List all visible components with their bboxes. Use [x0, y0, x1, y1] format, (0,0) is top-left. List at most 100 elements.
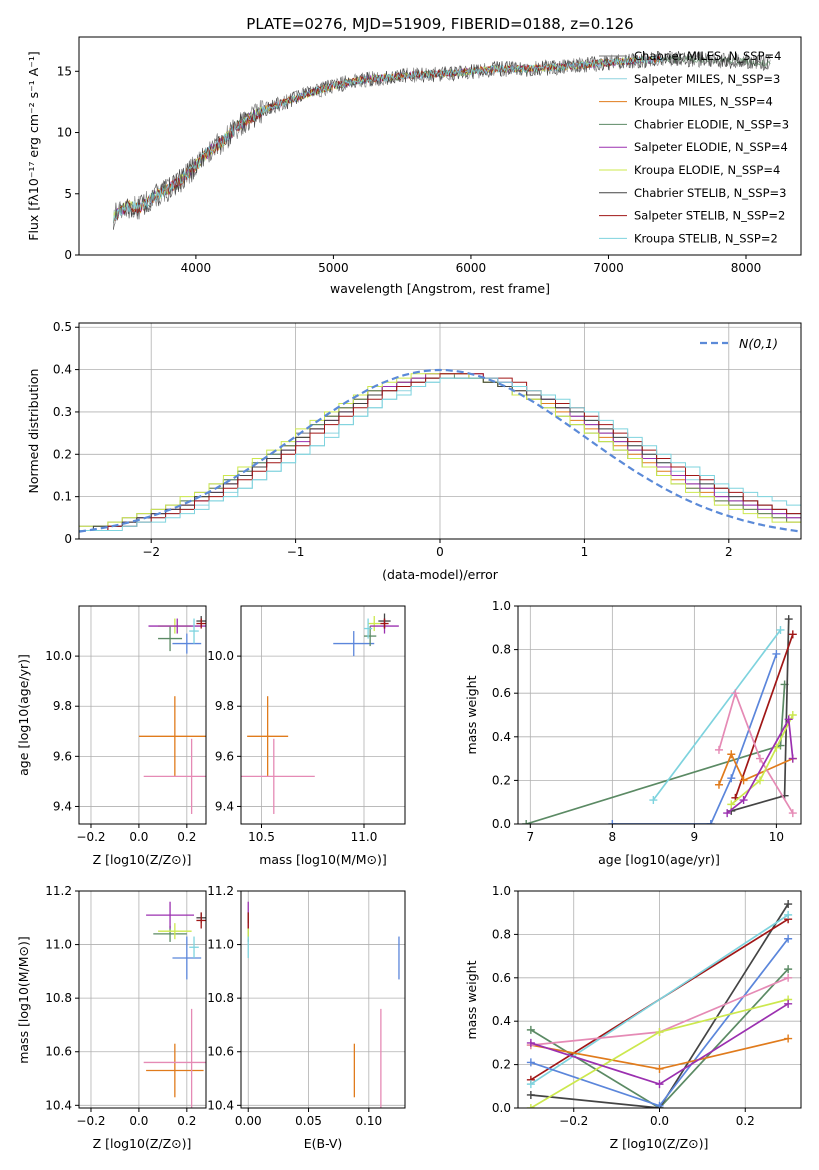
plus-marker	[526, 1080, 535, 1089]
x-tick-label: 0.10	[355, 1114, 382, 1128]
x-tick-label: −0.2	[559, 1114, 588, 1128]
y-tick-label: 0.4	[492, 1014, 511, 1028]
x-tick-label: 0.0	[650, 1114, 669, 1128]
panel-Z-age: −0.2 0.0 0.2 9.4 9.6 9.8 10.0 Z [log10(Z/Z⊙)] ag…	[16, 605, 207, 867]
x-tick-label: 1	[581, 545, 589, 559]
x-tick-label: 0.2	[177, 830, 196, 844]
plus-marker	[788, 809, 797, 818]
axes-frame	[240, 605, 406, 825]
plus-marker	[784, 999, 793, 1008]
mass-weight-line	[530, 903, 789, 1108]
y-tick-label: 0.6	[492, 971, 511, 985]
y-tick-label: 10.8	[207, 991, 234, 1005]
x-axis-label: Z [log10(Z/Z⊙)]	[93, 852, 192, 867]
plus-marker	[655, 1028, 664, 1037]
y-tick-label: 0.6	[492, 686, 511, 700]
plus-marker	[755, 754, 764, 763]
figure-title: PLATE=0276, MJD=51909, FIBERID=0188, z=0…	[246, 15, 633, 33]
panel-EBV-mass: 0.00 0.05 0.10 10.4 10.6 10.8 11.0 11.2 E(B-V)	[207, 884, 406, 1151]
panel-Z-mass: −0.2 0.0 0.2 10.4 10.6 10.8 11.0 11.2 Z [log10(Z…	[16, 884, 207, 1151]
x-tick-label: 6000	[456, 261, 487, 275]
x-tick-label: 8	[609, 830, 617, 844]
legend-label: N(0,1)	[739, 336, 778, 351]
y-tick-label: 0.2	[53, 447, 72, 461]
y-tick-label: 10.0	[207, 649, 234, 663]
error-bar-point	[138, 696, 206, 777]
legend-label: Chabrier ELODIE, N_SSP=3	[634, 117, 789, 131]
y-tick-label: 0.0	[492, 1101, 511, 1115]
plus-marker	[608, 820, 617, 824]
axes-frame	[78, 890, 207, 1109]
panel-mass-age: 10.5 11.0 9.4 9.6 9.8 10.0 mass [log10(M/M⊙)]	[207, 605, 406, 867]
plus-marker	[784, 965, 793, 974]
y-tick-label: 5	[64, 187, 72, 201]
error-bar-point	[364, 618, 373, 639]
plus-marker	[784, 715, 793, 724]
plus-marker	[655, 1064, 664, 1073]
error-bar-point	[241, 738, 315, 814]
legend-label: Chabrier MILES, N_SSP=4	[634, 49, 781, 63]
plot-content	[79, 368, 801, 533]
y-tick-label: 1.0	[492, 599, 511, 613]
y-tick-label: 9.4	[215, 799, 234, 813]
plus-marker	[655, 1080, 664, 1089]
x-axis-label: Z [log10(Z/Z⊙)]	[93, 1136, 192, 1151]
y-tick-label: 0.4	[492, 730, 511, 744]
y-tick-label: 0.2	[492, 1058, 511, 1072]
mass-weight-line	[718, 690, 794, 814]
legend-label: Salpeter ELODIE, N_SSP=4	[634, 140, 788, 154]
legend: N(0,1)	[700, 336, 778, 351]
plus-marker	[755, 776, 764, 785]
error-bar-point	[158, 923, 192, 940]
plot-area	[241, 606, 405, 824]
plot-content	[113, 51, 771, 230]
plus-marker	[731, 689, 740, 698]
plus-marker	[649, 796, 658, 805]
y-tick-label: 1.0	[492, 884, 511, 898]
plus-marker	[714, 780, 723, 789]
x-tick-label: 10	[769, 830, 784, 844]
plot-content	[522, 615, 797, 824]
y-tick-label: 0.3	[53, 405, 72, 419]
x-axis-label: mass [log10(M/M⊙)]	[259, 852, 387, 867]
y-axis-label: Normed distribution	[26, 369, 41, 494]
histogram-step	[79, 377, 801, 531]
plot-content	[526, 900, 793, 1108]
y-tick-label: 9.6	[215, 749, 234, 763]
plus-marker	[706, 820, 715, 824]
plus-marker	[714, 745, 723, 754]
y-axis-label: age [log10(age/yr)]	[16, 654, 31, 776]
plus-marker	[784, 615, 793, 624]
error-bar-point	[189, 936, 199, 958]
error-bar-point	[143, 1008, 206, 1108]
plus-marker	[723, 809, 732, 818]
panel-residual-distribution: −2 −1 0 1 2 0 0.1 0.2 0.3 0.4 0.5 (data-model)/erro…	[26, 320, 802, 582]
x-tick-label: 0.0	[129, 1114, 148, 1128]
y-axis-label: mass weight	[464, 675, 479, 754]
plus-marker	[526, 1038, 535, 1047]
plot-content	[143, 901, 206, 1108]
legend-label: Salpeter MILES, N_SSP=3	[634, 72, 780, 86]
plus-marker	[526, 1025, 535, 1034]
plus-marker	[522, 820, 531, 824]
plus-marker	[739, 796, 748, 805]
plus-marker	[727, 750, 736, 759]
error-bar-point	[146, 1043, 204, 1098]
plus-marker	[788, 754, 797, 763]
x-tick-label: 0.0	[129, 830, 148, 844]
y-tick-label: 9.4	[53, 799, 72, 813]
plus-marker	[784, 910, 793, 919]
error-bar-point	[189, 618, 199, 644]
mass-weight-line	[612, 653, 778, 824]
error-bar-point	[172, 633, 202, 654]
y-tick-label: 0.8	[492, 927, 511, 941]
y-tick-label: 0.5	[53, 320, 72, 334]
y-tick-label: 0.0	[492, 817, 511, 831]
x-tick-label: 0.2	[736, 1114, 755, 1128]
plot-area	[241, 891, 405, 1108]
legend-label: Kroupa ELODIE, N_SSP=4	[634, 163, 780, 177]
y-tick-label: 15	[57, 64, 72, 78]
axes-frame	[240, 890, 406, 1109]
y-tick-label: 11.2	[45, 884, 72, 898]
plot-content	[138, 616, 206, 814]
